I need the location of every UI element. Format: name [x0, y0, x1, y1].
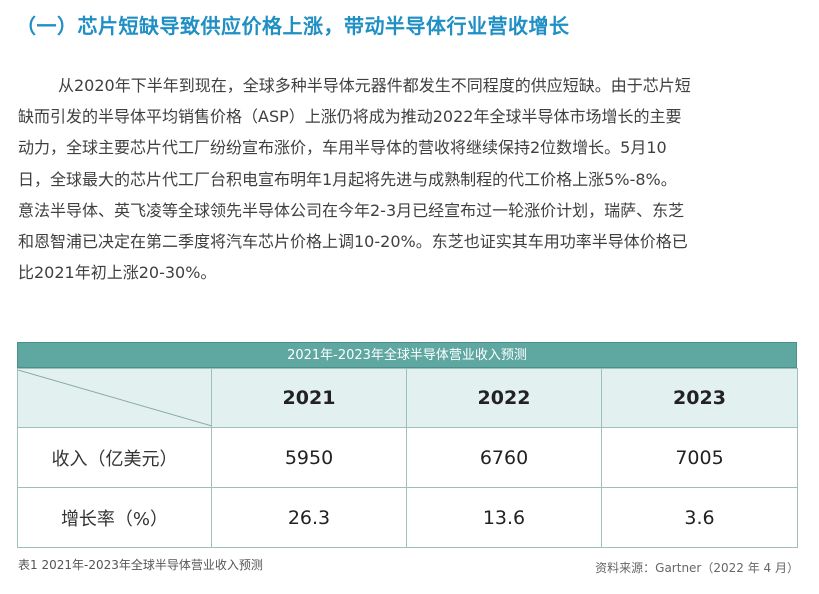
data-table: 2021 2022 2023 收入（亿美元） 5950 6760 7005 增长…	[17, 368, 798, 548]
corner-cell	[17, 368, 212, 428]
year-header: 2021	[211, 368, 407, 428]
paragraph-line: 比2021年初上涨20-30%。	[18, 263, 217, 283]
table-title: 2021年-2023年全球半导体营业收入预测	[17, 342, 797, 368]
row-label: 收入（亿美元）	[17, 427, 212, 488]
paragraph-line: 动力，全球主要芯片代工厂纷纷宣布涨价，车用半导体的营收将继续保持2位数增长。5月…	[18, 138, 667, 158]
source-note: 资料来源：Gartner（2022 年 4 月）	[595, 561, 799, 575]
table-cell: 7005	[601, 427, 798, 488]
paragraph-line: 意法半导体、英飞凌等全球领先半导体公司在今年2-3月已经宣布过一轮涨价计划，瑞萨…	[18, 200, 685, 220]
diagonal-divider	[18, 370, 212, 426]
paragraph-line: 日，全球最大的芯片代工厂台积电宣布明年1月起将先进与成熟制程的代工价格上涨5%-…	[18, 169, 677, 189]
table-cell: 26.3	[211, 487, 407, 548]
row-label: 增长率（%）	[17, 487, 212, 548]
table-cell: 6760	[406, 427, 602, 488]
year-header: 2022	[406, 368, 602, 428]
table-row: 收入（亿美元） 5950 6760 7005	[17, 427, 798, 488]
paragraph-line: 从2020年下半年到现在，全球多种半导体元器件都发生不同程度的供应短缺。由于芯片…	[58, 76, 691, 95]
table-row: 增长率（%） 26.3 13.6 3.6	[17, 487, 798, 548]
table-cell: 5950	[211, 427, 407, 488]
table-cell: 13.6	[406, 487, 602, 548]
table-header-row: 2021 2022 2023	[17, 368, 798, 428]
table-cell: 3.6	[601, 487, 798, 548]
paragraph-line: 和恩智浦已决定在第二季度将汽车芯片价格上调10-20%。东芝也证实其车用功率半导…	[18, 232, 688, 252]
table-caption: 表1 2021年-2023年全球半导体营业收入预测	[18, 558, 263, 572]
section-heading: （一）芯片短缺导致供应价格上涨，带动半导体行业营收增长	[16, 14, 570, 38]
body-paragraph: 从2020年下半年到现在，全球多种半导体元器件都发生不同程度的供应短缺。由于芯片…	[18, 70, 804, 288]
paragraph-line: 缺而引发的半导体平均销售价格（ASP）上涨仍将成为推动2022年全球半导体市场增…	[18, 107, 682, 127]
year-header: 2023	[601, 368, 798, 428]
revenue-forecast-table: 2021年-2023年全球半导体营业收入预测 2021 2022 2023 收入…	[17, 342, 798, 548]
